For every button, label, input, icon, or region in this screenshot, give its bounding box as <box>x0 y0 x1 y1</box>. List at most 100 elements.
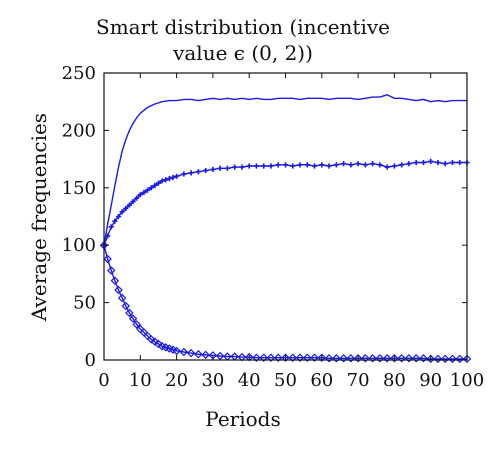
series-3-point <box>440 354 450 364</box>
series-3-point <box>317 353 327 362</box>
series-3-point <box>146 335 156 344</box>
series-3-point <box>455 354 464 364</box>
series-3-point <box>266 353 276 362</box>
x-tick-label: 40 <box>238 370 261 391</box>
series-2-point <box>413 159 419 166</box>
series-2-point <box>406 161 412 167</box>
series-2-point <box>126 202 133 208</box>
x-tick-label: 50 <box>274 370 297 391</box>
x-tick-label: 80 <box>383 370 406 391</box>
series-2-point <box>119 209 125 215</box>
x-tick-label: 70 <box>347 370 370 391</box>
series-3-point <box>448 354 457 364</box>
series-2-point <box>261 163 267 169</box>
series-2-point <box>304 162 310 168</box>
y-tick-label: 0 <box>85 350 96 371</box>
series-3-point <box>462 354 472 364</box>
chart-title-line-2: value ϵ (0, 2)) <box>172 41 313 65</box>
series-3-point <box>411 354 421 363</box>
series-3-point <box>172 346 181 356</box>
series-3-point <box>390 354 399 363</box>
x-tick-label: 60 <box>310 370 333 391</box>
series-2-point <box>217 165 223 171</box>
series-3-point <box>154 339 163 349</box>
series-2-point <box>148 185 154 191</box>
series-2-point <box>232 164 238 170</box>
series-2-point <box>134 195 140 201</box>
chart-title-line-1: Smart distribution (incentive <box>96 15 390 39</box>
x-tick-label: 90 <box>419 370 442 391</box>
series-3-point <box>179 347 189 357</box>
series-3-point <box>303 353 312 362</box>
series-3-point <box>186 348 196 358</box>
series-2-point <box>435 159 441 166</box>
series-2-point <box>377 162 383 168</box>
y-tick-label: 150 <box>62 178 96 199</box>
series-3-point <box>426 354 435 364</box>
series-3-point <box>346 354 356 363</box>
series-2-point <box>428 158 434 164</box>
series-2-point <box>355 161 361 167</box>
series-2-point <box>282 162 289 168</box>
series-2-point <box>155 180 162 186</box>
series-3-point <box>128 314 138 323</box>
series-3-point <box>281 353 290 362</box>
series-3-point <box>375 354 385 363</box>
series-3-point <box>114 285 123 295</box>
series-3-point <box>353 354 363 363</box>
series-2-point <box>174 173 180 179</box>
series-2-point <box>105 233 111 239</box>
series-3-point <box>150 337 160 346</box>
y-tick-label: 200 <box>62 120 96 141</box>
series-2-point <box>123 205 129 212</box>
series-2-point <box>181 171 187 177</box>
x-tick-label: 10 <box>129 370 152 391</box>
series-2-point <box>370 161 376 167</box>
series-2-point <box>384 164 390 170</box>
series-2-point <box>442 161 448 167</box>
series-3-point <box>194 350 203 359</box>
x-tick-label: 30 <box>201 370 224 391</box>
series-2-point <box>112 218 118 224</box>
series-2-point <box>224 165 231 171</box>
series-3-point <box>404 354 414 363</box>
series-3-point <box>433 354 443 364</box>
series-3-point <box>103 254 112 264</box>
series-2-point <box>170 174 176 181</box>
axis-ticks: 0 10 20 30 40 50 60 70 80 90 100 0 50 100 150 200 250 <box>62 63 485 391</box>
series-2-point <box>144 187 151 193</box>
series-2-point <box>210 166 216 173</box>
series-2-point <box>152 182 158 189</box>
series-2-point <box>130 198 136 205</box>
series-3-point <box>273 353 283 362</box>
series-3-point <box>110 276 120 286</box>
series-2-point <box>137 192 143 198</box>
series-3-point <box>397 354 406 363</box>
series-3-point <box>295 353 305 362</box>
series-3-point <box>132 320 141 329</box>
series-2-point <box>108 224 114 230</box>
plot-frame <box>103 72 468 361</box>
series-2-point <box>340 161 347 167</box>
series-line-1 <box>103 94 467 246</box>
series-2-point <box>246 163 252 169</box>
series-3-point <box>107 266 116 275</box>
series-2-point <box>399 162 405 168</box>
series-2-point <box>333 162 339 168</box>
series-2-point <box>115 213 122 220</box>
series-2-point <box>166 176 172 182</box>
series-2-point <box>457 159 463 166</box>
series-3-point <box>215 351 225 361</box>
series-2-point <box>290 163 296 169</box>
series-2-point <box>391 163 397 169</box>
x-axis-label: Periods <box>205 407 280 431</box>
series-2-point <box>275 162 281 168</box>
series-2-point <box>420 159 427 166</box>
series-3-point <box>259 353 268 362</box>
series-2-point <box>203 167 209 174</box>
series-line-2 <box>103 160 467 246</box>
series-3-point <box>252 353 261 362</box>
y-axis-label: Average frequencies <box>27 113 51 322</box>
series-2-point <box>348 162 354 168</box>
